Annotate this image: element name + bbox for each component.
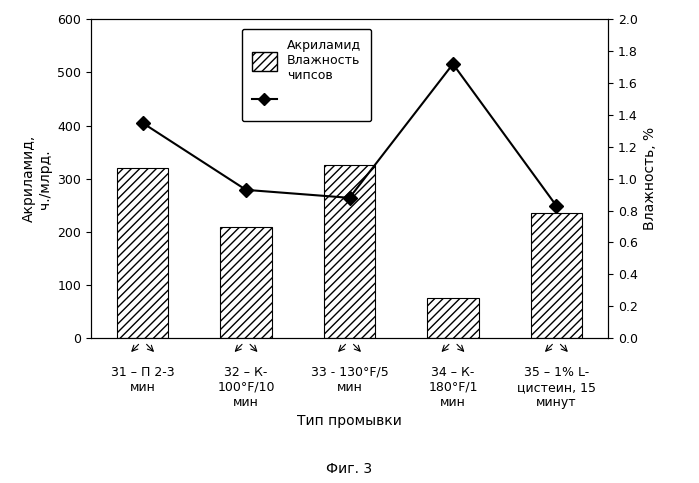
Bar — [531, 213, 582, 338]
Bar — [117, 168, 168, 338]
Bar — [427, 298, 479, 338]
X-axis label: Тип промывки: Тип промывки — [297, 414, 402, 428]
Bar — [324, 165, 375, 338]
Y-axis label: Акриламид,
ч./млрд.: Акриламид, ч./млрд. — [22, 135, 52, 222]
Text: Фиг. 3: Фиг. 3 — [326, 462, 373, 476]
Bar — [220, 227, 272, 338]
Legend: Акриламид
Влажность
чипсов, : Акриламид Влажность чипсов, — [242, 29, 371, 121]
Y-axis label: Влажность, %: Влажность, % — [643, 127, 657, 230]
